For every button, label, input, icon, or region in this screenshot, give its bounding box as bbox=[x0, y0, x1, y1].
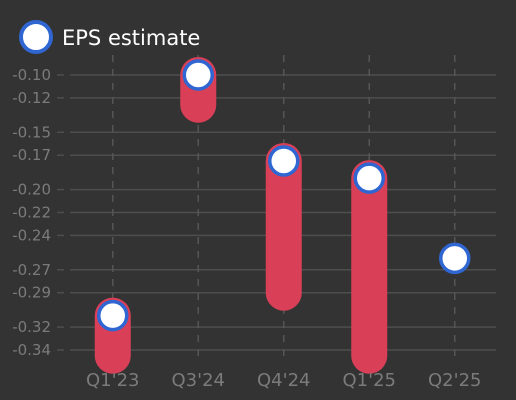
x-category-label: Q1'23 bbox=[86, 370, 139, 391]
y-tick-label: -0.17 bbox=[12, 146, 51, 164]
eps-estimate-marker[interactable] bbox=[439, 242, 471, 275]
y-tick-label: -0.32 bbox=[12, 318, 51, 336]
y-tick-label: -0.29 bbox=[12, 284, 51, 302]
x-category-label: Q1'25 bbox=[343, 370, 396, 391]
eps-estimate-markers bbox=[97, 59, 471, 332]
x-axis-category-labels: Q1'23 Q3'24 Q4'24 Q1'25 Q2'25 bbox=[86, 370, 481, 391]
legend-marker bbox=[19, 20, 53, 54]
x-category-label: Q4'24 bbox=[257, 370, 310, 391]
legend[interactable]: EPS estimate bbox=[19, 20, 200, 54]
y-tick-label: -0.20 bbox=[12, 181, 51, 199]
range-bars bbox=[94, 57, 388, 374]
y-tick-label: -0.24 bbox=[12, 226, 51, 244]
y-tick-label: -0.12 bbox=[12, 89, 51, 107]
legend-label-eps-estimate: EPS estimate bbox=[62, 26, 200, 50]
eps-estimate-marker[interactable] bbox=[268, 145, 300, 177]
range-bar[interactable] bbox=[351, 160, 388, 374]
y-tick-label: -0.15 bbox=[12, 123, 51, 141]
y-tick-label: -0.10 bbox=[12, 66, 51, 84]
eps-estimate-marker[interactable] bbox=[182, 59, 214, 91]
y-tick-label: -0.34 bbox=[12, 341, 51, 359]
y-axis-tick-labels: -0.10 -0.12 -0.15 -0.17 -0.20 -0.22 -0.24 -0.27… bbox=[12, 66, 64, 359]
x-category-label: Q2'25 bbox=[428, 370, 481, 391]
range-bar[interactable] bbox=[265, 142, 302, 311]
eps-estimate-marker[interactable] bbox=[353, 162, 385, 194]
y-tick-label: -0.22 bbox=[12, 204, 51, 222]
y-tick-label: -0.27 bbox=[12, 261, 51, 279]
eps-estimate-marker[interactable] bbox=[97, 299, 129, 332]
x-category-label: Q3'24 bbox=[172, 370, 225, 391]
